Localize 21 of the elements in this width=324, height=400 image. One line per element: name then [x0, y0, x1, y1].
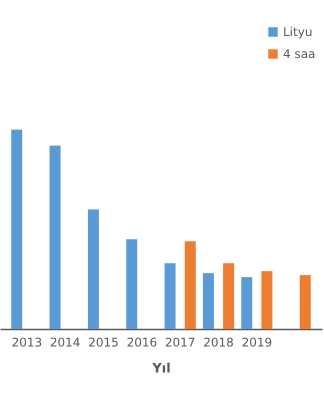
x-tick-label: 2013: [12, 336, 42, 350]
bar: [164, 263, 176, 329]
x-axis-title: Yıl: [151, 362, 171, 376]
x-tick-label: 2015: [88, 336, 119, 350]
x-tick-label: 2018: [203, 336, 234, 350]
bar: [241, 277, 252, 329]
bar: [300, 275, 311, 329]
x-tick-label: 2019: [242, 336, 272, 350]
bar: [50, 146, 61, 329]
bar: [126, 239, 138, 329]
bar: [223, 263, 234, 329]
bar: [202, 273, 214, 329]
legend-label: 4 saa: [283, 47, 316, 61]
bar: [184, 241, 196, 329]
bar: [11, 130, 22, 329]
x-tick-label: 2016: [126, 336, 158, 350]
bar: [261, 271, 272, 329]
x-tick-label: 2017: [164, 336, 196, 350]
bar: [88, 209, 99, 329]
x-tick-label: 2014: [50, 336, 80, 350]
legend-label: Lityu: [283, 25, 312, 39]
